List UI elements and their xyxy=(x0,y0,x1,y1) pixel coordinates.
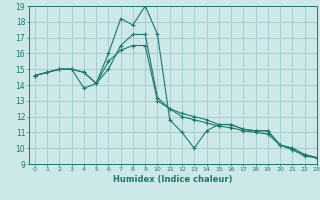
X-axis label: Humidex (Indice chaleur): Humidex (Indice chaleur) xyxy=(113,175,233,184)
